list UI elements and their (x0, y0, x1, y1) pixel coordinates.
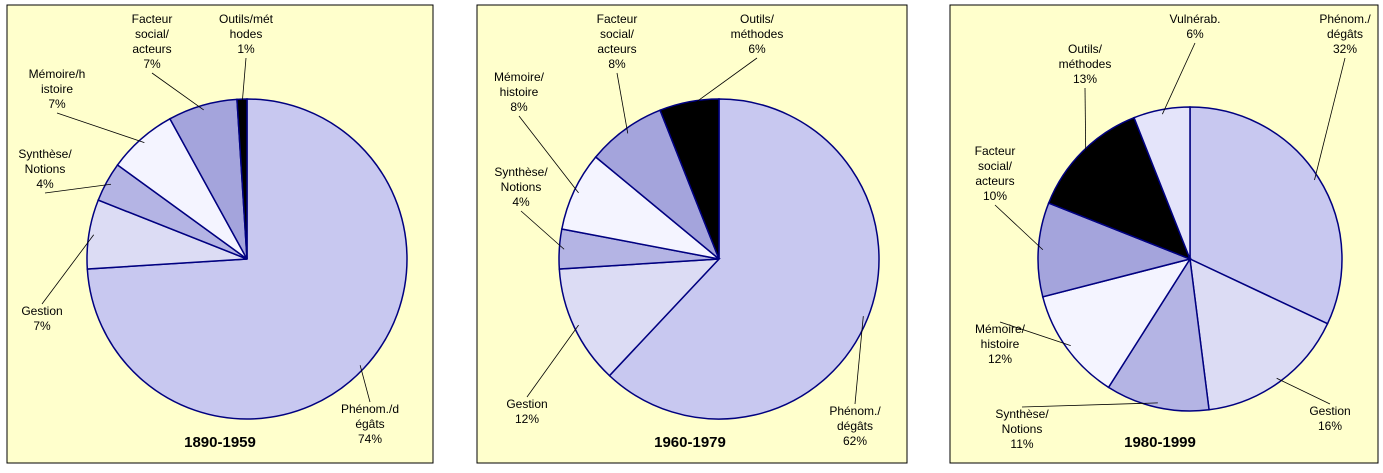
slice-value: 10% (983, 189, 1007, 203)
slice-label: Facteur (975, 144, 1016, 158)
slice-label: Synthèse/ (494, 165, 548, 179)
slice-label: Mémoire/ (975, 322, 1026, 336)
slice-label: égâts (355, 417, 384, 431)
leader-line (520, 210, 565, 250)
pie-slice (659, 98, 720, 260)
pie-slice (558, 258, 721, 377)
slice-label: méthodes (1059, 57, 1112, 71)
slice-label: social/ (600, 27, 635, 41)
slice-label: Mémoire/ (494, 70, 545, 84)
slice-label: Outils/ (1068, 42, 1103, 56)
leader-line (56, 112, 145, 143)
slice-label: Outils/ (740, 12, 775, 26)
slice-label: Notions (1002, 422, 1043, 436)
slice-value: 16% (1318, 419, 1342, 433)
pie-slice (1107, 256, 1210, 412)
slice-label: Phénom./ (829, 404, 881, 418)
slice-label: Facteur (597, 12, 638, 26)
chart-title: 1890-1959 (184, 434, 256, 451)
leader-line (1162, 42, 1196, 115)
chart-title: 1960-1979 (654, 434, 726, 451)
slice-label: méthodes (731, 27, 784, 41)
pie-slice (1047, 116, 1192, 261)
slice-label: acteurs (975, 174, 1014, 188)
leader-line (526, 324, 579, 398)
slice-value: 1% (237, 42, 255, 56)
leader-line (44, 183, 112, 194)
slice-label: Synthèse/ (995, 407, 1049, 421)
slice-value: 7% (48, 97, 66, 111)
slice-label: Gestion (506, 397, 547, 411)
slice-label: hodes (230, 27, 263, 41)
slice-label: Notions (501, 180, 542, 194)
slice-value: 8% (510, 100, 528, 114)
slice-label: acteurs (597, 42, 636, 56)
slice-value: 62% (843, 434, 867, 448)
slice-value: 7% (33, 319, 51, 333)
slice-value: 32% (1333, 42, 1357, 56)
slice-value: 74% (358, 432, 382, 446)
slice-value: 7% (143, 57, 161, 71)
leader-line (1084, 87, 1087, 155)
leader-line (359, 365, 371, 403)
slice-value: 4% (36, 177, 54, 191)
slice-label: Outils/mét (219, 12, 274, 26)
slice-value: 13% (1073, 72, 1097, 86)
slice-label: Vulnérab. (1170, 12, 1221, 26)
leader-line (999, 321, 1071, 347)
slice-label: Facteur (132, 12, 173, 26)
slice-label: Mémoire/h (29, 67, 86, 81)
slice-label: dégâts (1327, 27, 1363, 41)
leader-line (1314, 57, 1346, 181)
leader-line (151, 72, 204, 111)
leader-line (41, 234, 95, 305)
pie-slice (1189, 106, 1343, 325)
slice-label: Phénom./d (341, 402, 399, 416)
pie-slice (608, 98, 880, 420)
leader-line (616, 72, 629, 134)
slice-value: 12% (988, 352, 1012, 366)
slice-label: social/ (978, 159, 1013, 173)
slice-value: 6% (1186, 27, 1204, 41)
slice-label: Phénom./ (1319, 12, 1371, 26)
slice-label: social/ (135, 27, 170, 41)
pie-slice (1041, 257, 1192, 389)
leader-line (689, 57, 758, 107)
pie-slice (1037, 202, 1193, 298)
slice-value: 4% (512, 195, 530, 209)
slice-label: Gestion (21, 304, 62, 318)
slice-label: acteurs (132, 42, 171, 56)
pie-slice (1133, 106, 1191, 260)
slice-value: 12% (515, 412, 539, 426)
slice-value: 11% (1010, 437, 1033, 451)
slice-label: histoire (981, 337, 1020, 351)
slice-label: dégâts (837, 419, 873, 433)
pie-slice (236, 98, 248, 260)
leader-line (1021, 402, 1158, 408)
slice-label: Gestion (1309, 404, 1350, 418)
leader-line (994, 204, 1044, 251)
leader-line (854, 316, 864, 405)
slice-label: Synthèse/ (18, 147, 72, 161)
slice-label: histoire (500, 85, 539, 99)
slice-label: istoire (41, 82, 73, 96)
pie-slice (1189, 257, 1329, 411)
leader-line (241, 57, 247, 104)
slice-value: 6% (748, 42, 766, 56)
slice-label: Notions (25, 162, 66, 176)
leader-line (518, 115, 579, 194)
chart-title: 1980-1999 (1124, 434, 1196, 451)
leader-line (1276, 377, 1331, 405)
slice-value: 8% (608, 57, 626, 71)
